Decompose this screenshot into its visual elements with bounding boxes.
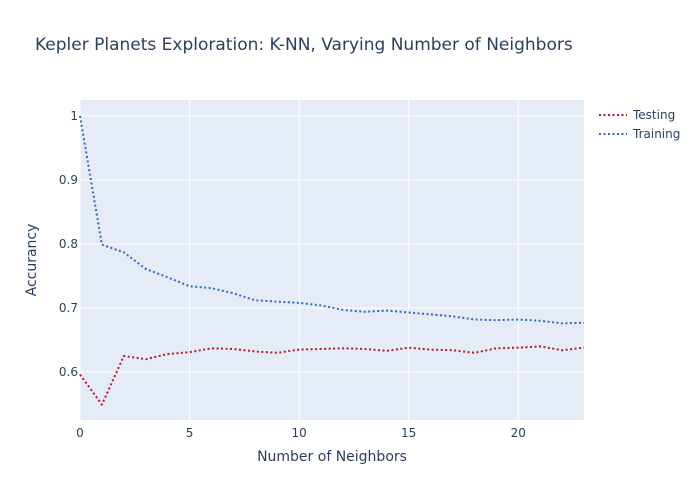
y-tick-label: 0.7 xyxy=(59,301,78,315)
chart-title: Kepler Planets Exploration: K-NN, Varyin… xyxy=(35,35,573,55)
y-tick-label: 0.8 xyxy=(59,237,78,251)
x-tick-label: 20 xyxy=(511,426,526,440)
y-axis-ticks: 0.6 0.7 0.8 0.9 1 xyxy=(59,109,78,379)
plot-area xyxy=(80,100,584,420)
x-tick-label: 5 xyxy=(186,426,194,440)
x-axis-title: Number of Neighbors xyxy=(257,449,407,465)
x-axis-ticks: 0 5 10 15 20 xyxy=(76,426,526,440)
legend-label-testing: Testing xyxy=(632,108,675,122)
x-tick-label: 10 xyxy=(291,426,306,440)
legend-item-training[interactable]: Training xyxy=(599,127,680,141)
x-tick-label: 15 xyxy=(401,426,416,440)
x-tick-label: 0 xyxy=(76,426,84,440)
legend-label-training: Training xyxy=(632,127,680,141)
series-line-training xyxy=(79,115,585,325)
y-tick-label: 1 xyxy=(70,109,78,123)
y-axis-title: Accurancy xyxy=(24,224,40,297)
series-line-testing xyxy=(79,345,585,406)
series-lines xyxy=(79,115,585,406)
legend: Testing Training xyxy=(599,108,680,141)
y-tick-label: 0.6 xyxy=(59,365,78,379)
y-tick-label: 0.9 xyxy=(59,173,78,187)
legend-item-testing[interactable]: Testing xyxy=(599,108,675,122)
gridlines xyxy=(79,100,584,420)
